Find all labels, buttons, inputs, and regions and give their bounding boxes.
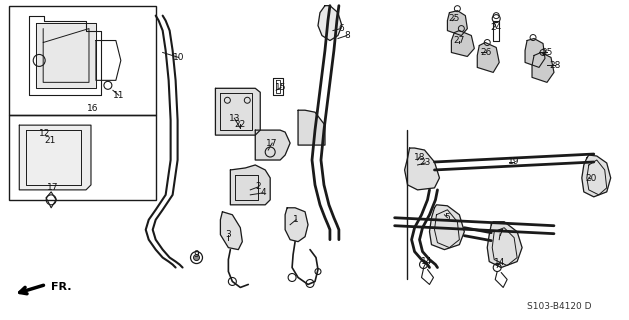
Text: 25: 25 [542, 48, 553, 57]
Polygon shape [430, 205, 464, 250]
Polygon shape [477, 43, 499, 72]
Text: 4: 4 [260, 188, 266, 197]
Text: 28: 28 [549, 61, 560, 70]
Text: 21: 21 [45, 136, 56, 145]
Circle shape [194, 255, 199, 260]
Polygon shape [230, 165, 270, 205]
Text: 20: 20 [585, 174, 596, 183]
Text: 26: 26 [481, 48, 492, 57]
Text: 1: 1 [293, 215, 299, 224]
Text: 13: 13 [228, 114, 240, 123]
Polygon shape [487, 222, 522, 268]
Polygon shape [298, 110, 325, 145]
Polygon shape [215, 88, 260, 135]
Polygon shape [525, 38, 545, 68]
Text: 17: 17 [47, 183, 59, 192]
Text: 18: 18 [414, 153, 425, 162]
Bar [9, 6, 156, 115]
Text: 19: 19 [508, 157, 520, 166]
Text: 7: 7 [498, 229, 503, 238]
Text: 11: 11 [113, 91, 125, 100]
Text: FR.: FR. [51, 283, 72, 292]
Polygon shape [19, 125, 91, 190]
Text: 9: 9 [194, 250, 199, 259]
Text: 8: 8 [344, 31, 350, 40]
Polygon shape [220, 212, 242, 250]
Text: 2: 2 [255, 182, 261, 191]
Text: 3: 3 [226, 230, 231, 239]
Text: 17: 17 [267, 139, 278, 148]
Text: 15: 15 [276, 83, 287, 92]
Polygon shape [404, 148, 440, 190]
Text: 6: 6 [338, 24, 344, 33]
Text: 25: 25 [448, 14, 460, 23]
Text: 10: 10 [173, 53, 184, 62]
Text: 23: 23 [420, 158, 431, 167]
Polygon shape [532, 52, 554, 82]
Text: 14: 14 [494, 258, 505, 267]
Polygon shape [318, 6, 342, 41]
Polygon shape [452, 31, 474, 56]
Text: 5: 5 [445, 213, 450, 222]
Polygon shape [255, 130, 290, 160]
Polygon shape [285, 208, 308, 242]
Text: 22: 22 [235, 120, 246, 129]
Text: 16: 16 [87, 104, 99, 113]
Text: S103-B4120 D: S103-B4120 D [526, 302, 591, 311]
Text: 24: 24 [491, 23, 502, 32]
Polygon shape [582, 155, 611, 197]
Text: 12: 12 [38, 129, 50, 138]
Polygon shape [36, 23, 96, 88]
Text: 27: 27 [454, 36, 465, 45]
Text: 14: 14 [421, 257, 432, 266]
Bar [9, 115, 156, 200]
Polygon shape [447, 11, 467, 36]
